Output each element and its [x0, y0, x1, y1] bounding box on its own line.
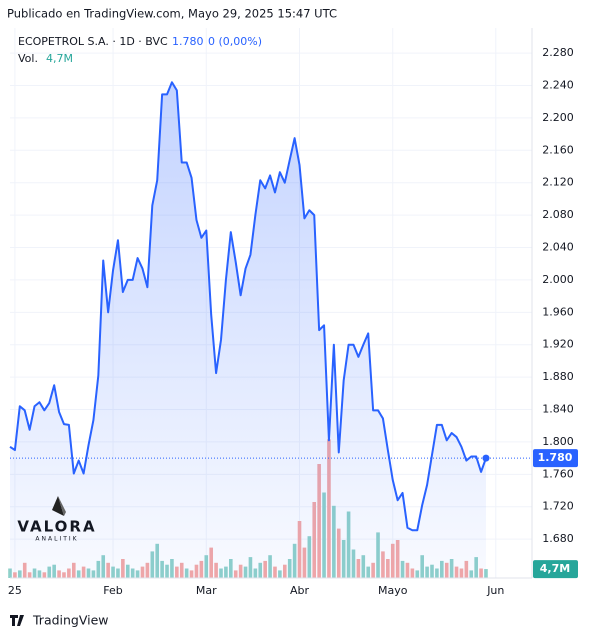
logo-tagline: ANALITIK [35, 536, 78, 543]
y-tick-label: 1.680 [542, 532, 574, 545]
volume-value: 4,7M [46, 52, 73, 65]
y-tick-label: 2.200 [542, 111, 574, 124]
y-tick-label: 2.000 [542, 273, 574, 286]
y-tick-label: 2.080 [542, 208, 574, 221]
x-tick-label: Jun [486, 584, 504, 597]
price [9, 81, 532, 579]
footer-brand: TradingView [32, 613, 109, 628]
price-tag-label: 1.780 [538, 451, 573, 464]
tv-icon [10, 615, 24, 626]
y-tick-label: 2.240 [542, 79, 574, 92]
logo-icon [52, 496, 64, 516]
logo-name: VALORA [17, 518, 96, 536]
footer: TradingView [10, 613, 109, 628]
y-tick-label: 1.920 [542, 338, 574, 351]
volume-label: Vol. [18, 52, 38, 65]
volume-tag [533, 560, 578, 579]
y-tick-label: 2.280 [542, 46, 574, 59]
y-tick-label: 2.040 [542, 241, 574, 254]
price-area [10, 82, 486, 579]
axes: 2.280 2.240 2.200 2.160 2.120 2.080 2.040 2.000… [8, 46, 578, 597]
y-tick-label: 1.960 [542, 305, 574, 318]
y-tick-label: 1.800 [542, 435, 574, 448]
y-tick-label: 1.760 [542, 467, 574, 480]
x-tick-label: Mayo [378, 584, 408, 597]
y-tick-label: 1.720 [542, 500, 574, 513]
x-tick-label: Feb [103, 584, 122, 597]
last-point [482, 454, 490, 462]
x-tick-label: 25 [8, 584, 22, 597]
volume-tag-label: 4,7M [540, 562, 570, 575]
y-tick-label: 2.160 [542, 143, 574, 156]
logo-icon [58, 496, 66, 516]
legend-change: 0 (0,00%) [208, 35, 262, 48]
published-note: Publicado en TradingView.com, Mayo 29, 2… [7, 7, 337, 21]
y-tick-label: 1.880 [542, 370, 574, 383]
y-tick-label: 1.840 [542, 403, 574, 416]
x-tick-label: Abr [290, 584, 310, 597]
price-line [9, 81, 487, 532]
x-tick-label: Mar [196, 584, 217, 597]
logo: VALORA ANALITIK [17, 496, 96, 543]
y-tick-label: 2.120 [542, 176, 574, 189]
price-tag [533, 449, 578, 468]
symbol: ECOPETROL S.A. · 1D · BVC [18, 35, 168, 48]
legend-price: 1.780 [172, 35, 204, 48]
